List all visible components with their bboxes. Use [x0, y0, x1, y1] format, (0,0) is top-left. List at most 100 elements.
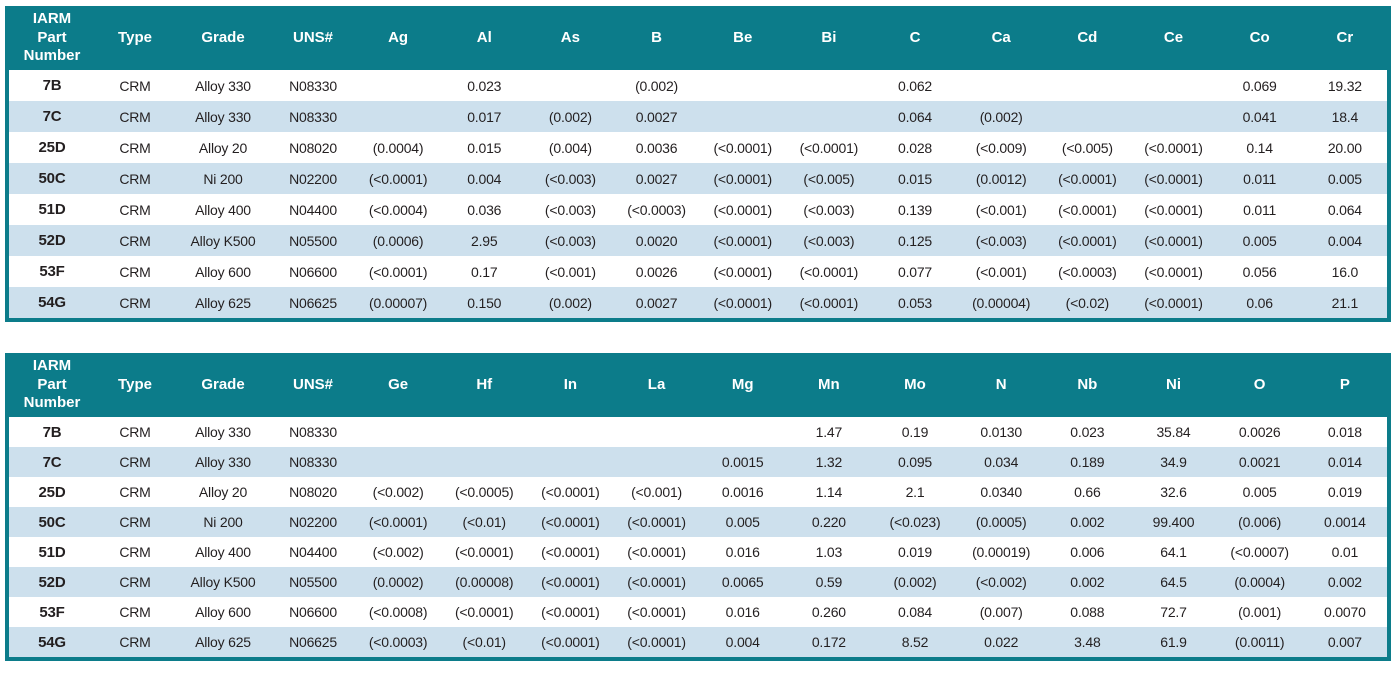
- table-cell: N06600: [271, 256, 355, 287]
- table-cell: (<0.003): [527, 194, 614, 225]
- table-cell: (<0.0001): [1044, 194, 1131, 225]
- table-cell: 0.005: [1302, 163, 1389, 194]
- column-header: IARM Part Number: [7, 6, 95, 70]
- column-header: Ni: [1130, 353, 1217, 417]
- column-header: P: [1302, 353, 1389, 417]
- table-cell: [355, 101, 442, 132]
- column-header: C: [871, 6, 959, 70]
- table-cell: 0.17: [441, 256, 528, 287]
- table-cell: (<0.0004): [355, 194, 442, 225]
- table-cell: (<0.003): [527, 163, 614, 194]
- table-cell: (<0.02): [1044, 287, 1131, 320]
- table-cell: (<0.0001): [785, 287, 872, 320]
- part-number-cell: 53F: [7, 597, 95, 627]
- column-header: In: [527, 353, 614, 417]
- table-cell: 0.125: [871, 225, 959, 256]
- table-cell: 3.48: [1044, 627, 1131, 659]
- table-cell: (<0.01): [441, 627, 528, 659]
- table-cell: 0.023: [1044, 417, 1131, 447]
- table-cell: 20.00: [1302, 132, 1389, 163]
- table-cell: N08330: [271, 70, 355, 101]
- column-header: Nb: [1044, 353, 1131, 417]
- table-cell: [441, 417, 528, 447]
- table-cell: 0.015: [441, 132, 528, 163]
- table-cell: CRM: [95, 537, 175, 567]
- table-cell: 0.150: [441, 287, 528, 320]
- table-cell: 0.041: [1216, 101, 1303, 132]
- table-cell: [441, 447, 528, 477]
- column-header: Ag: [355, 6, 442, 70]
- table-cell: 0.0065: [699, 567, 786, 597]
- column-header: Ca: [958, 6, 1045, 70]
- part-number-cell: 7B: [7, 70, 95, 101]
- table-cell: 0.0027: [613, 101, 700, 132]
- part-number-cell: 25D: [7, 132, 95, 163]
- table-cell: (<0.0001): [355, 507, 442, 537]
- table-row: 25D CRM Alloy 20 N08020 (0.0004) 0.015 (0.004)…: [7, 132, 1389, 163]
- table-cell: (<0.005): [785, 163, 872, 194]
- table-cell: 0.0036: [613, 132, 700, 163]
- table-cell: 1.14: [785, 477, 872, 507]
- part-number-cell: 54G: [7, 287, 95, 320]
- table-cell: CRM: [95, 163, 175, 194]
- table-cell: 0.0340: [958, 477, 1045, 507]
- table-cell: [355, 70, 442, 101]
- table-cell: [527, 417, 614, 447]
- table-cell: CRM: [95, 627, 175, 659]
- table-cell: (<0.0001): [355, 256, 442, 287]
- table-cell: 0.005: [699, 507, 786, 537]
- table-cell: (<0.001): [527, 256, 614, 287]
- part-number-cell: 53F: [7, 256, 95, 287]
- table-cell: 0.016: [699, 597, 786, 627]
- table-cell: CRM: [95, 477, 175, 507]
- table-cell: (0.002): [527, 101, 614, 132]
- table-cell: 0.084: [871, 597, 959, 627]
- table-cell: 0.189: [1044, 447, 1131, 477]
- table-cell: N05500: [271, 567, 355, 597]
- table-cell: 19.32: [1302, 70, 1389, 101]
- column-header: Ge: [355, 353, 442, 417]
- table-cell: Alloy 625: [175, 627, 271, 659]
- table-cell: 0.006: [1044, 537, 1131, 567]
- table-cell: (<0.0001): [1130, 163, 1217, 194]
- table-cell: N08020: [271, 132, 355, 163]
- column-header: Hf: [441, 353, 528, 417]
- table-cell: (<0.0001): [1130, 225, 1217, 256]
- table-cell: (0.0005): [958, 507, 1045, 537]
- table-cell: 0.0130: [958, 417, 1045, 447]
- table-row: 7C CRM Alloy 330 N08330 0.017 (0.002) 0.0027 0.…: [7, 101, 1389, 132]
- table-cell: [958, 70, 1045, 101]
- table-cell: 0.016: [699, 537, 786, 567]
- table-cell: (<0.0001): [785, 256, 872, 287]
- table-cell: (0.004): [527, 132, 614, 163]
- table-cell: CRM: [95, 447, 175, 477]
- table-cell: 0.053: [871, 287, 959, 320]
- table-cell: (0.0002): [355, 567, 442, 597]
- composition-table-ag-cr: IARM Part Number Type Grade UNS# Ag Al As B Be Bi…: [5, 6, 1391, 322]
- column-header: Type: [95, 6, 175, 70]
- table-cell: 0.015: [871, 163, 959, 194]
- table-cell: (<0.002): [355, 537, 442, 567]
- table-cell: CRM: [95, 567, 175, 597]
- table-cell: 0.017: [441, 101, 528, 132]
- table-cell: Alloy K500: [175, 567, 271, 597]
- table-cell: 0.011: [1216, 194, 1303, 225]
- table-cell: Alloy 625: [175, 287, 271, 320]
- table-cell: (<0.0001): [699, 256, 786, 287]
- table-cell: 0.260: [785, 597, 872, 627]
- table-cell: CRM: [95, 70, 175, 101]
- table-cell: Ni 200: [175, 507, 271, 537]
- table-cell: 0.077: [871, 256, 959, 287]
- table-cell: 0.0070: [1302, 597, 1389, 627]
- part-number-cell: 51D: [7, 194, 95, 225]
- table-cell: CRM: [95, 194, 175, 225]
- part-number-cell: 25D: [7, 477, 95, 507]
- column-header: Co: [1216, 6, 1303, 70]
- table-cell: (<0.009): [958, 132, 1045, 163]
- table-cell: N06600: [271, 597, 355, 627]
- table-row: 51D CRM Alloy 400 N04400 (<0.0004) 0.036 (<0.0…: [7, 194, 1389, 225]
- table-row: 54G CRM Alloy 625 N06625 (<0.0003) (<0.01) (<0…: [7, 627, 1389, 659]
- table-cell: 0.064: [1302, 194, 1389, 225]
- table-cell: (<0.0001): [1044, 225, 1131, 256]
- table-cell: 8.52: [871, 627, 959, 659]
